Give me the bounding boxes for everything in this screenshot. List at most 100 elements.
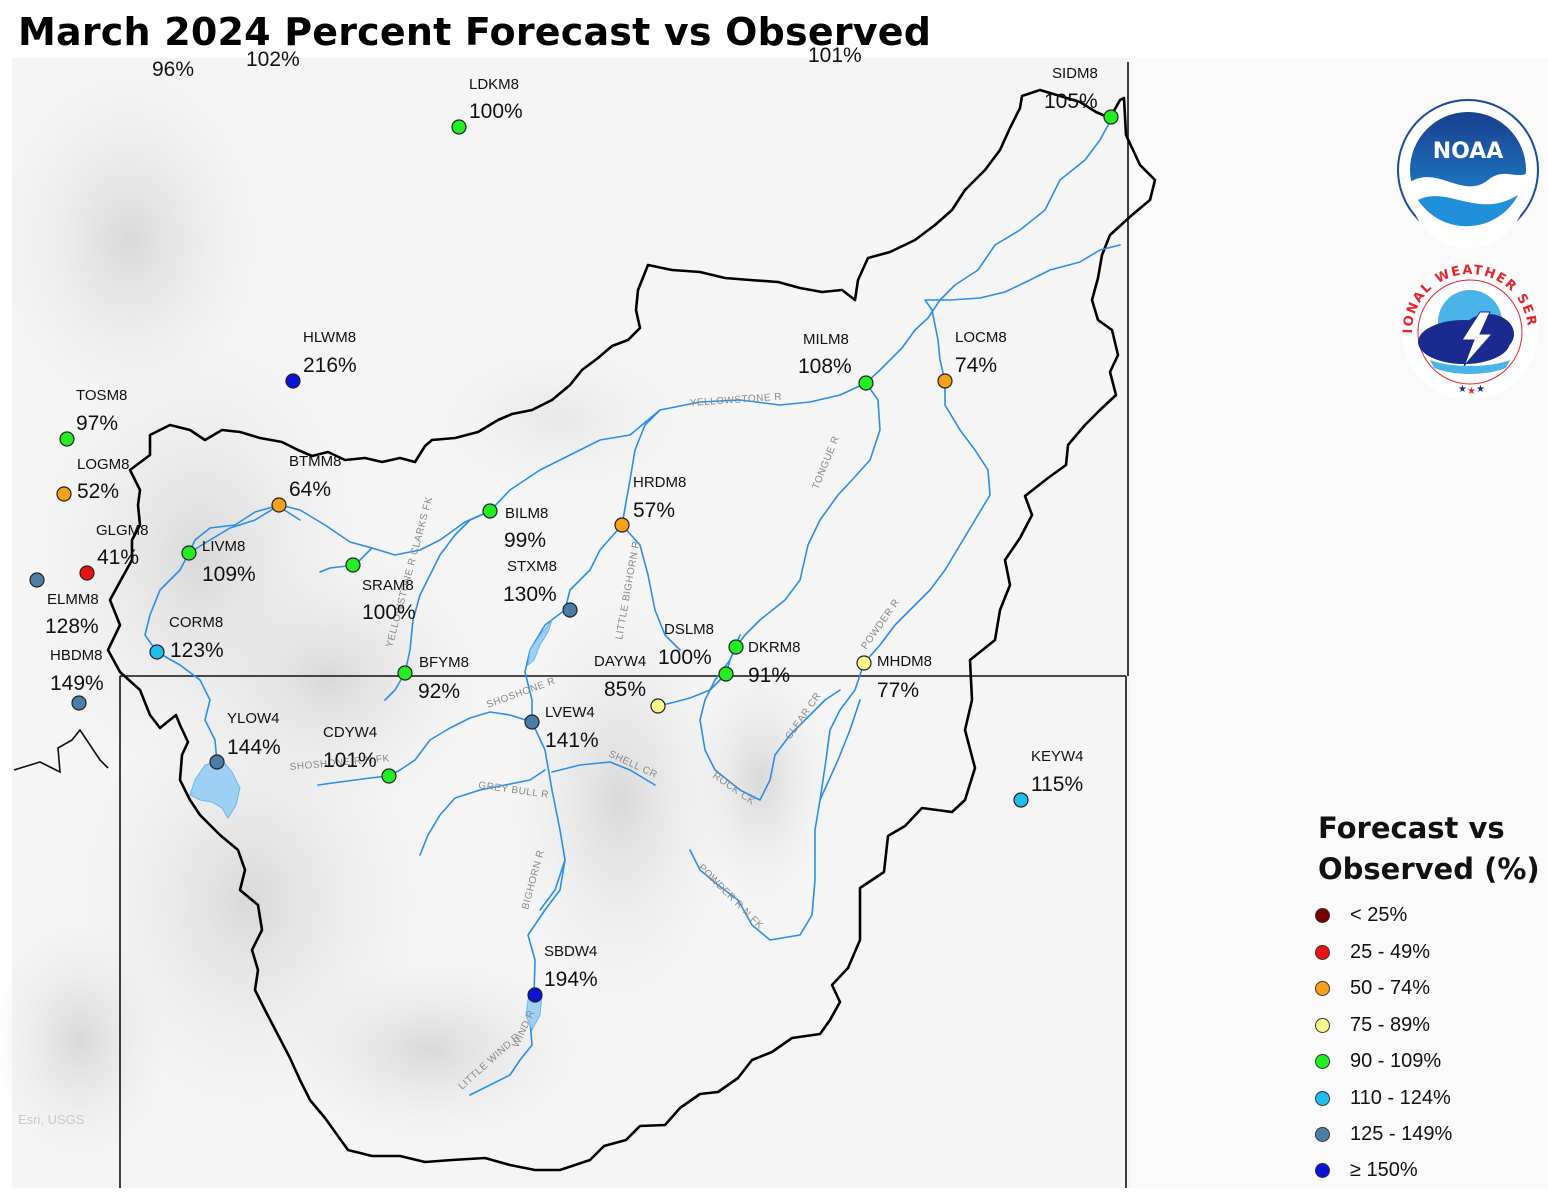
station-id-label: HRDM8 [633,474,686,491]
station-percent-label: 52% [77,480,119,503]
legend-item: 110 - 124% [1315,1083,1451,1113]
station-id-label: ELMM8 [47,591,99,608]
station-marker[interactable] [149,644,165,660]
legend-swatch [1315,1126,1330,1142]
station-id-label: LOGM8 [77,456,130,473]
station-dayw4[interactable]: DAYW4 85% [594,653,666,714]
station-marker[interactable] [562,602,578,618]
station-elmm8[interactable]: ELMM8 128% [29,572,99,638]
station-id-label: CORM8 [169,614,223,631]
station-hbdm8[interactable]: HBDM8 149% [50,647,104,711]
station-id-label: LIVM8 [202,538,245,555]
station-marker[interactable] [59,431,75,447]
station-percent-label: 216% [303,354,357,377]
station-marker[interactable] [937,373,953,389]
station-marker[interactable] [451,119,467,135]
station-lvew4[interactable]: LVEW4 141% [524,704,599,752]
station-percent-label: 101% [323,749,377,772]
legend-title-line2: Observed (%) [1318,852,1540,886]
station-stxm8[interactable]: STXM8 130% [503,558,578,618]
station-percent-label: 64% [289,478,331,501]
station-marker[interactable] [181,545,197,561]
station-marker[interactable] [1013,792,1029,808]
powder-river [689,380,991,941]
station-sram8[interactable]: SRAM8 100% [345,557,416,624]
state-boundaries [13,62,1129,1188]
station-mhdm8[interactable]: MHDM8 77% [856,653,932,702]
station-percent-label: 128% [45,615,99,638]
legend-label: ≥ 150% [1350,1158,1418,1181]
station-marker[interactable] [527,987,543,1003]
station-marker[interactable] [345,557,361,573]
station-marker[interactable] [29,572,45,588]
station-hrdm8[interactable]: HRDM8 57% [614,474,686,533]
station-percent-label: 141% [545,729,599,752]
station-percent-label: 123% [170,639,224,662]
legend-item: < 25% [1315,900,1407,930]
station-marker[interactable] [79,565,95,581]
station-glgm8[interactable]: GLGM8 41% [79,522,149,581]
legend-swatch [1315,1053,1330,1069]
station-marker[interactable] [285,373,301,389]
station-id-label: DSLM8 [664,621,714,638]
station-marker[interactable] [728,639,744,655]
station-marker[interactable] [271,497,287,513]
station-keyw4[interactable]: KEYW4 115% [1013,748,1084,808]
station-percent-label: 92% [418,680,460,703]
station-percent-label: 100% [658,646,712,669]
station-marker[interactable] [56,486,72,502]
station-sbdw4[interactable]: SBDW4 194% [527,943,598,1003]
station-locm8[interactable]: LOCM8 74% [937,329,1007,389]
station-marker[interactable] [858,375,874,391]
station-percent-label: 99% [504,529,546,552]
station-id-label: LDKM8 [469,76,519,93]
station-percent-label: 109% [202,563,256,586]
station-id-label: MILM8 [803,331,849,348]
station-corm8[interactable]: CORM8 123% [149,614,224,662]
station-id-label: STXM8 [507,558,557,575]
powder-tributary [924,244,1121,382]
station-marker[interactable] [856,655,872,671]
station-percent-label: 41% [97,546,139,569]
legend-label: 110 - 124% [1350,1086,1451,1109]
station-bilm8[interactable]: BILM8 99% [482,503,548,552]
station-sidm8[interactable]: SIDM8 105% [1044,65,1119,125]
station-id-label: BILM8 [505,505,548,522]
station-marker[interactable] [718,666,734,682]
station-milm8[interactable]: MILM8 108% [798,331,874,391]
station-logm8[interactable]: LOGM8 52% [56,456,130,503]
terrain-basemap [0,58,1548,1188]
station-percent-label: 77% [877,679,919,702]
station-id-label: TOSM8 [76,387,127,404]
map-title: March 2024 Percent Forecast vs Observed [18,10,932,54]
station-bfym8[interactable]: BFYM8 92% [397,654,469,703]
station-btmm8[interactable]: BTMM8 64% [271,453,342,513]
station-dkrm8[interactable]: DKRM8 91% [728,639,801,687]
legend-title-line1: Forecast vs [1318,811,1505,845]
legend-label: 25 - 49% [1350,940,1431,963]
station-marker[interactable] [614,517,630,533]
station-percent-label: 149% [50,672,104,695]
station-marker[interactable] [524,714,540,730]
station-marker[interactable] [1103,109,1119,125]
station-marker[interactable] [397,665,413,681]
station-marker[interactable] [650,698,666,714]
station-dslm8[interactable]: DSLM8 100% [658,621,734,682]
station-hlwm8[interactable]: HLWM8 216% [285,329,357,389]
legend-label: 50 - 74% [1350,976,1431,999]
station-id-label: LOCM8 [955,329,1007,346]
legend-item: 75 - 89% [1315,1010,1430,1040]
station-ldkm8[interactable]: LDKM8 100% [451,76,523,135]
station-ylow4[interactable]: YLOW4 144% [209,710,281,770]
station-tosm8[interactable]: TOSM8 97% [59,387,127,447]
station-marker[interactable] [209,754,225,770]
station-marker[interactable] [381,768,397,784]
station-cdyw4[interactable]: CDYW4 101% [323,724,397,784]
legend-title: Forecast vs Observed (%) [1318,808,1543,890]
station-id-label: YLOW4 [227,710,280,727]
station-livm8[interactable]: LIVM8 109% [181,538,256,586]
station-marker[interactable] [71,695,87,711]
station-marker[interactable] [482,503,498,519]
station-id-label: BTMM8 [289,453,342,470]
